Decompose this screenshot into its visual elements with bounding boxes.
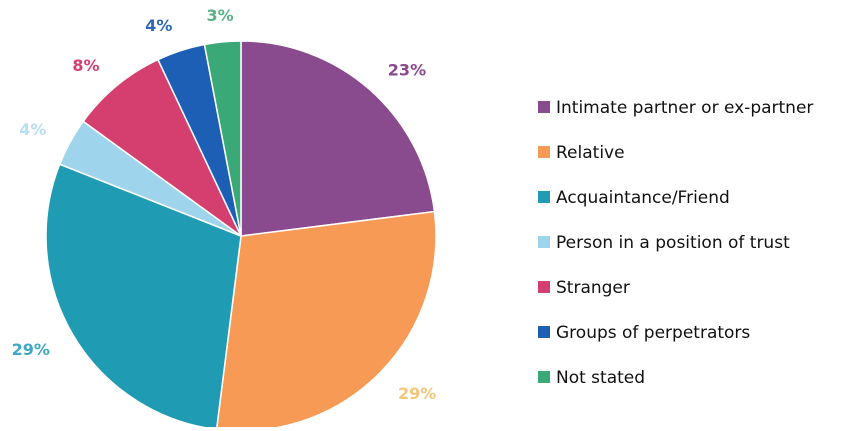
pie-slice-intimate-partner-or-ex-partner	[240, 40, 436, 237]
legend-item-groups-of-perpetrators: Groups of perpetrators	[538, 323, 750, 343]
legend-label-person-in-a-position-of-trust: Person in a position of trust	[556, 233, 790, 253]
legend-swatch-groups-of-perpetrators	[538, 326, 550, 338]
pie-labels: 23% 29% 29% 4% 8% 4% 3%	[12, 6, 437, 403]
legend-swatch-acquaintance-friend	[538, 191, 550, 203]
legend-label-not-stated: Not stated	[556, 368, 645, 388]
legend-label-relative: Relative	[556, 143, 625, 163]
pie-slices	[45, 40, 437, 431]
legend-swatch-not-stated	[538, 371, 550, 383]
legend-item-intimate-partner-or-ex-partner: Intimate partner or ex-partner	[538, 98, 813, 118]
legend-label-stranger: Stranger	[556, 278, 630, 298]
legend-item-not-stated: Not stated	[538, 368, 645, 388]
legend-swatch-person-in-a-position-of-trust	[538, 236, 550, 248]
data-label-stranger: 8%	[72, 56, 99, 75]
legend-swatch-relative	[538, 146, 550, 158]
data-label-intimate-partner-or-ex-partner: 23%	[388, 60, 426, 79]
pie-slice-stranger	[82, 58, 242, 237]
legend-swatch-stranger	[538, 281, 550, 293]
legend-swatch-intimate-partner-or-ex-partner	[538, 101, 550, 113]
data-label-not-stated: 3%	[207, 6, 234, 25]
legend-item-acquaintance-friend: Acquaintance/Friend	[538, 188, 730, 208]
legend-item-stranger: Stranger	[538, 278, 630, 298]
legend-item-relative: Relative	[538, 143, 625, 163]
data-label-person-in-a-position-of-trust: 4%	[19, 120, 46, 139]
data-label-groups-of-perpetrators: 4%	[145, 16, 172, 35]
pie-slice-not-stated	[203, 40, 242, 237]
data-label-relative: 29%	[398, 384, 436, 403]
legend-item-person-in-a-position-of-trust: Person in a position of trust	[538, 233, 790, 253]
legend-label-groups-of-perpetrators: Groups of perpetrators	[556, 323, 750, 343]
legend-label-acquaintance-friend: Acquaintance/Friend	[556, 188, 730, 208]
legend-label-intimate-partner-or-ex-partner: Intimate partner or ex-partner	[556, 98, 813, 118]
pie-slice-acquaintance-friend	[45, 163, 242, 431]
data-label-acquaintance-friend: 29%	[12, 340, 50, 359]
legend: Intimate partner or ex-partner Relative Ac…	[538, 98, 813, 388]
